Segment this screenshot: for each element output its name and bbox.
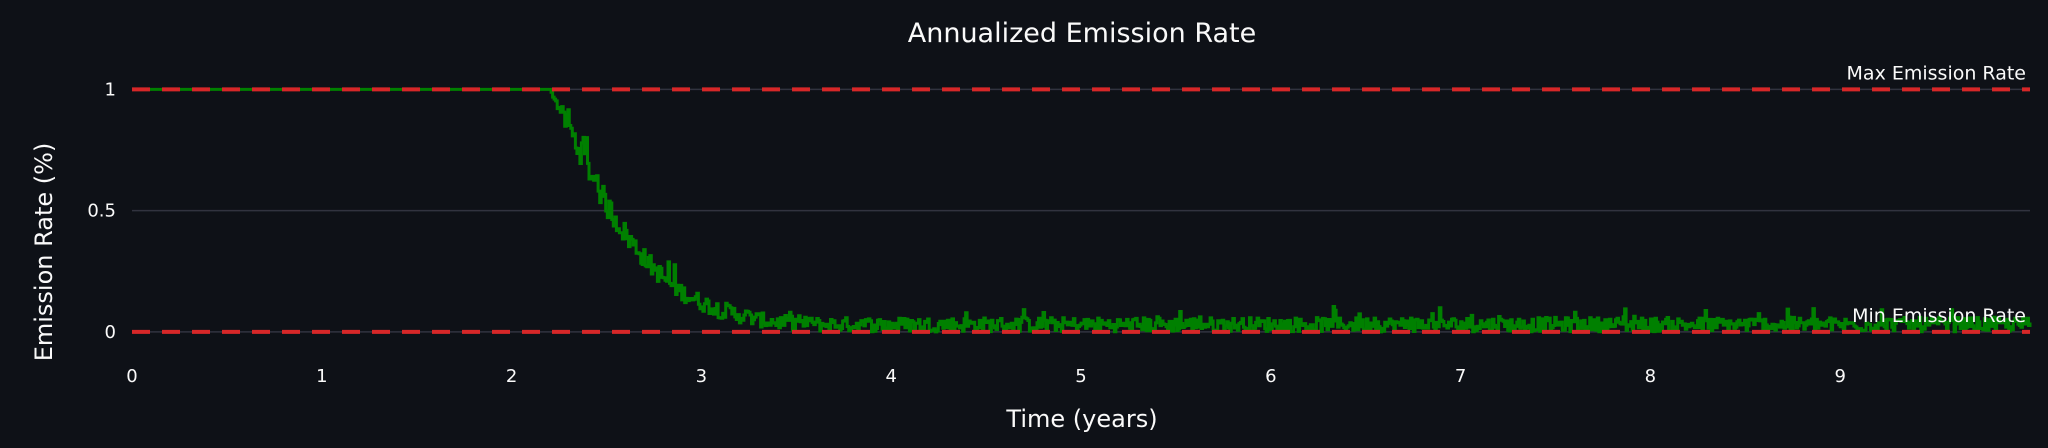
x-axis-label: Time (years) — [1005, 405, 1157, 433]
x-tick-label: 4 — [885, 366, 896, 387]
x-tick-label: 0 — [126, 366, 137, 387]
x-tick-label: 2 — [506, 366, 517, 387]
tick-labels: 0 0.5 1 0 1 2 3 4 5 6 7 8 9 — [87, 79, 1846, 387]
x-tick-label: 9 — [1834, 366, 1845, 387]
x-tick-label: 7 — [1455, 366, 1466, 387]
y-axis-label: Emission Rate (%) — [30, 143, 58, 362]
grid-lines — [132, 88, 2030, 333]
reference-lines: Max Emission Rate Min Emission Rate — [132, 62, 2030, 334]
x-tick-label: 3 — [696, 366, 707, 387]
x-tick-label: 1 — [316, 366, 327, 387]
y-tick-label: 0.5 — [87, 201, 116, 222]
x-tick-label: 6 — [1265, 366, 1276, 387]
reference-line-label: Min Emission Rate — [1852, 305, 2026, 327]
y-tick-label: 0 — [105, 322, 116, 343]
chart-title: Annualized Emission Rate — [908, 18, 1256, 49]
series-layer — [132, 87, 2032, 334]
y-tick-label: 1 — [105, 79, 116, 100]
x-tick-label: 5 — [1075, 366, 1086, 387]
x-tick-label: 8 — [1645, 366, 1656, 387]
emission-series-line — [132, 87, 2032, 334]
reference-line-label: Max Emission Rate — [1847, 62, 2026, 84]
